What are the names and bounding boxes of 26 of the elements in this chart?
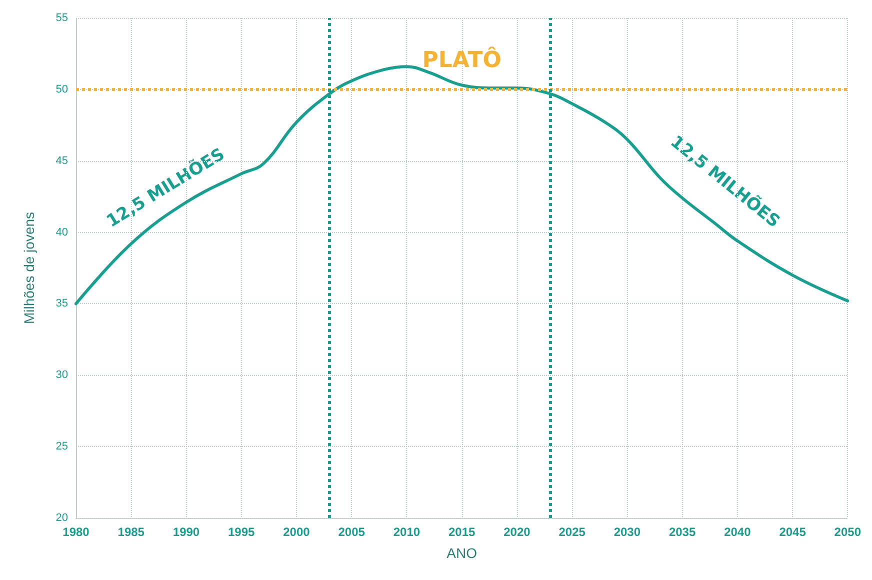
- x-tick-label: 2040: [724, 525, 752, 539]
- y-axis-title: Milhões de jovens: [21, 212, 37, 324]
- x-tick-label: 2050: [834, 525, 862, 539]
- x-tick-label: 2010: [393, 525, 420, 539]
- y-tick-label: 50: [56, 83, 68, 96]
- ref-line-label: PLATÔ: [422, 46, 502, 73]
- x-tick-label: 2005: [338, 525, 366, 539]
- y-tick-label: 35: [56, 298, 68, 310]
- x-tick-label: 1995: [228, 525, 256, 539]
- x-tick-label: 2020: [504, 525, 531, 539]
- y-tick-label: 40: [56, 226, 68, 238]
- x-axis-title: ANO: [446, 545, 478, 561]
- x-tick-label: 2035: [668, 525, 696, 539]
- y-tick-label: 20: [56, 512, 68, 524]
- x-tick-label: 1985: [118, 525, 145, 539]
- y-tick-label: 25: [56, 440, 68, 453]
- x-tick-label: 1990: [172, 525, 200, 539]
- x-tick-label: 2015: [448, 525, 476, 539]
- y-tick-label: 30: [56, 369, 68, 382]
- y-tick-label: 55: [56, 12, 68, 24]
- x-tick-label: 1980: [62, 525, 90, 539]
- x-tick-label: 2025: [558, 525, 586, 539]
- x-tick-label: 2000: [283, 525, 310, 539]
- x-tick-label: 2030: [614, 525, 641, 539]
- x-tick-label: 2045: [779, 525, 806, 539]
- y-tick-label: 45: [56, 154, 68, 167]
